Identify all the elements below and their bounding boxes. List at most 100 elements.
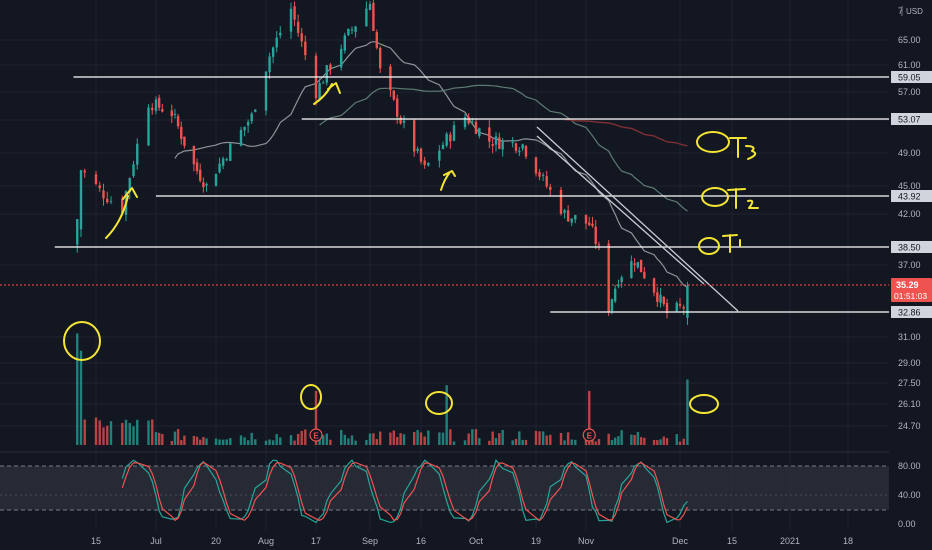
volume-bar	[488, 440, 491, 445]
volume-bar	[109, 421, 113, 445]
volume-bar	[419, 432, 423, 445]
volume-bar	[678, 441, 682, 445]
volume-bar	[665, 438, 669, 445]
volume-bar	[633, 435, 636, 445]
stoch-tick-label: 40.00	[898, 490, 921, 500]
volume-bar	[613, 437, 617, 445]
currency-label[interactable]: USD	[906, 7, 923, 16]
candle-body	[157, 97, 161, 108]
candle-body	[289, 8, 293, 32]
candle-body	[275, 37, 278, 48]
candle-body	[620, 277, 623, 283]
trendline-inner[interactable]	[536, 135, 705, 285]
volume-bar	[463, 440, 467, 445]
volume-bar	[643, 437, 646, 445]
earnings-marker-circle[interactable]	[309, 428, 323, 442]
candle-body	[591, 223, 594, 227]
volume-bar	[449, 429, 452, 445]
trendline-outer[interactable]	[536, 126, 739, 312]
annotation-circle-volume-1	[63, 321, 101, 361]
volume-bar	[151, 419, 154, 445]
candle-body	[375, 31, 378, 48]
time-tick-label: 19	[531, 536, 541, 546]
candle-body	[322, 82, 325, 84]
candle-body	[239, 129, 243, 146]
candle-body	[441, 144, 445, 149]
volume-bar	[318, 436, 321, 445]
volume-bar	[682, 438, 685, 445]
volume-bar	[521, 439, 524, 445]
candle-body	[176, 116, 180, 127]
volume-bars	[76, 333, 689, 445]
volume-bar	[243, 437, 246, 445]
ma-slow-line	[564, 119, 688, 147]
candle-body	[106, 198, 109, 203]
time-tick-label: Aug	[258, 536, 274, 546]
volume-bar	[254, 439, 257, 445]
candle-body	[636, 262, 640, 268]
support-resistance-lines[interactable]	[54, 76, 889, 313]
candle-body	[243, 126, 246, 131]
volume-bar	[620, 430, 623, 445]
volume-bar	[279, 437, 282, 445]
volume-bar	[518, 431, 521, 445]
volume-bar	[176, 429, 180, 445]
candle-body	[511, 142, 514, 144]
time-axis[interactable]: 15 Jul 20 Aug 17 Sep 16 Oct 19 Nov Dec 15 2021 18	[91, 536, 853, 546]
earnings-marker-circle[interactable]	[582, 428, 596, 442]
candle-body	[340, 48, 343, 68]
candle-body	[633, 263, 636, 265]
annotation-arrow-1	[105, 187, 138, 239]
candle-body	[524, 146, 528, 157]
volume-bar	[588, 390, 591, 445]
annotation-t-1	[722, 234, 741, 253]
ma-mid-line	[319, 84, 688, 212]
volume-bar	[563, 440, 566, 445]
candle-body	[180, 126, 183, 139]
candle-body	[665, 302, 669, 313]
price-axis-top-label: 7	[898, 6, 903, 16]
stoch-tick-label: 0.00	[898, 519, 916, 529]
candle-body	[597, 244, 601, 246]
volume-bar	[314, 390, 318, 445]
volume-bar	[570, 439, 573, 445]
price-tick-label: 24.70	[898, 421, 921, 431]
annotation-circle-volume-2	[300, 384, 322, 410]
volume-bar	[494, 438, 498, 445]
candle-body	[686, 285, 689, 318]
price-axis[interactable]: 65.0061.0057.0053.0049.0045.0042.0037.00…	[889, 0, 932, 550]
annotation-circle-volume-3	[425, 391, 453, 415]
volume-bar	[541, 431, 545, 445]
volume-bar	[501, 429, 504, 445]
candle-body	[221, 158, 225, 166]
candle-body	[452, 125, 456, 141]
candle-body	[478, 128, 481, 137]
volume-bar	[94, 417, 98, 445]
volume-bar	[136, 419, 139, 445]
time-tick-label: 18	[843, 536, 853, 546]
candle-body	[559, 189, 563, 214]
candle-body	[501, 140, 504, 150]
candle-body	[545, 176, 548, 187]
price-tick-label: 49.00	[898, 148, 921, 158]
candle-body	[368, 3, 372, 11]
candle-body	[76, 219, 79, 245]
level-label-box	[891, 190, 932, 202]
level-label-box	[891, 241, 932, 253]
volume-bar	[83, 419, 86, 445]
candle-body	[128, 177, 131, 193]
volume-bar	[98, 420, 101, 445]
candle-body	[402, 120, 406, 123]
candle-body	[675, 302, 678, 312]
price-tick-label: 26.10	[898, 399, 921, 409]
volume-bar	[427, 430, 430, 445]
candle-body	[379, 47, 382, 69]
candle-body	[392, 90, 395, 100]
volume-bar	[686, 379, 689, 445]
annotation-arrow-3	[440, 170, 456, 191]
candle-body	[514, 143, 518, 151]
volume-bar	[340, 430, 343, 445]
volume-bar	[229, 438, 232, 445]
